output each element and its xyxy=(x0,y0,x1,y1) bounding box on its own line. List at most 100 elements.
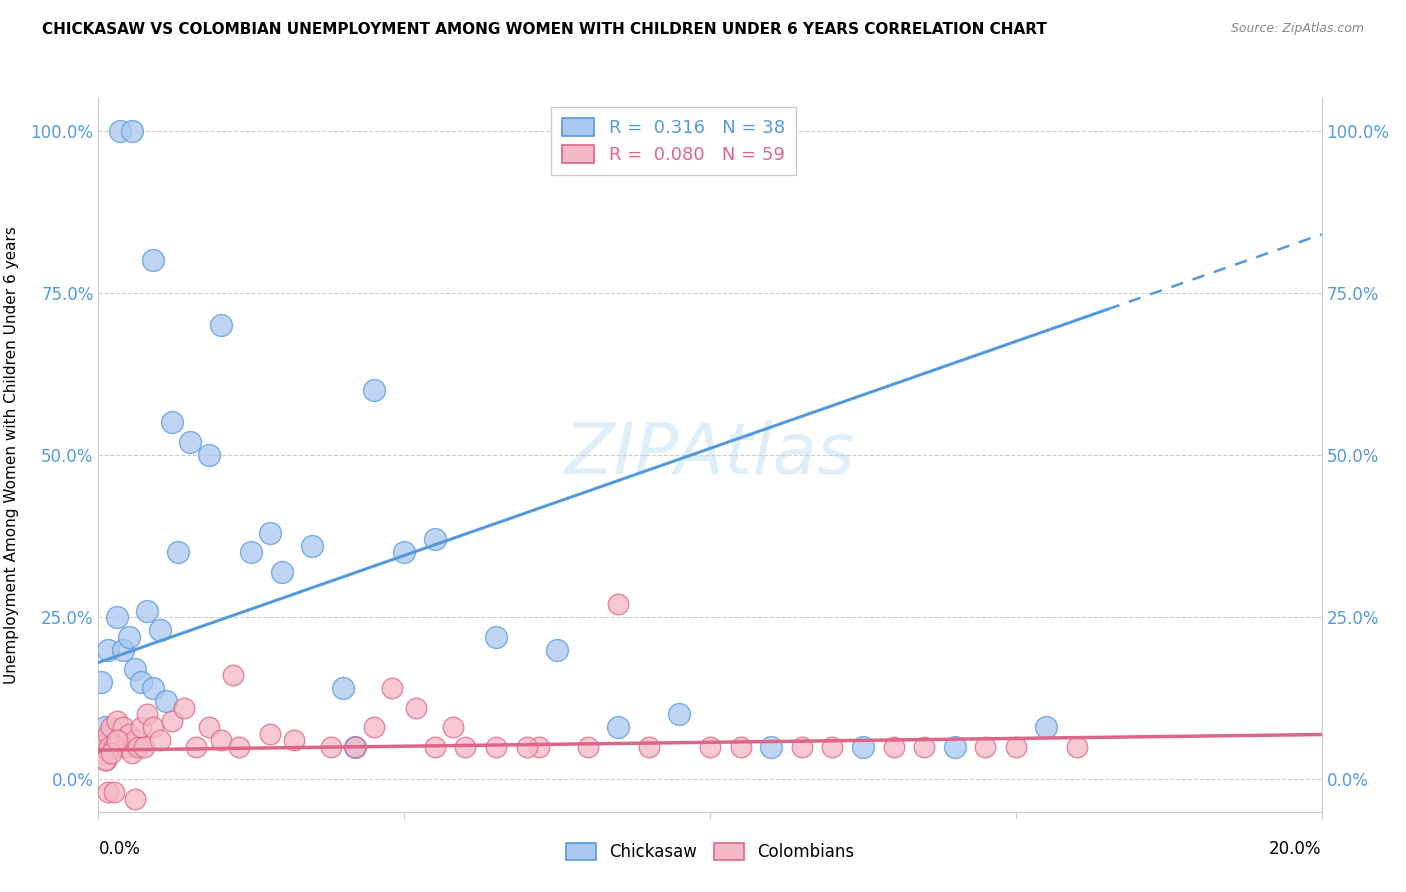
Point xyxy=(344,739,367,754)
Point xyxy=(638,739,661,754)
Point xyxy=(121,747,143,761)
Point xyxy=(441,720,464,734)
Point xyxy=(485,630,508,644)
Point xyxy=(283,733,305,747)
Point xyxy=(94,753,117,767)
Point xyxy=(124,662,146,676)
Point xyxy=(100,720,122,734)
Point xyxy=(423,533,446,547)
Point xyxy=(111,720,134,734)
Point xyxy=(100,747,122,761)
Point xyxy=(160,416,183,430)
Point xyxy=(381,681,404,696)
Point xyxy=(149,733,172,747)
Point xyxy=(93,720,115,734)
Point xyxy=(90,739,112,754)
Point xyxy=(259,727,281,741)
Point xyxy=(943,739,966,754)
Point xyxy=(105,610,128,624)
Point xyxy=(883,739,905,754)
Text: 0.0%: 0.0% xyxy=(98,840,141,858)
Point xyxy=(155,694,177,708)
Point xyxy=(108,733,131,747)
Point xyxy=(1066,739,1088,754)
Point xyxy=(821,739,844,754)
Point xyxy=(730,739,752,754)
Point xyxy=(186,739,208,754)
Point xyxy=(129,720,152,734)
Point xyxy=(485,739,508,754)
Point xyxy=(124,733,146,747)
Point xyxy=(454,739,477,754)
Point xyxy=(98,739,121,754)
Point xyxy=(134,739,156,754)
Point xyxy=(173,701,195,715)
Point xyxy=(142,253,165,268)
Point xyxy=(301,539,323,553)
Point xyxy=(852,739,875,754)
Point xyxy=(142,681,165,696)
Point xyxy=(270,565,294,579)
Legend: Chickasaw, Colombians: Chickasaw, Colombians xyxy=(560,836,860,868)
Point xyxy=(149,623,172,637)
Point xyxy=(167,545,190,559)
Point xyxy=(546,642,568,657)
Point xyxy=(240,545,263,559)
Point xyxy=(405,701,427,715)
Point xyxy=(332,681,354,696)
Point xyxy=(97,727,120,741)
Point xyxy=(527,739,550,754)
Point xyxy=(111,642,134,657)
Point xyxy=(197,720,219,734)
Point xyxy=(118,630,141,644)
Point xyxy=(197,448,219,462)
Point xyxy=(179,434,201,449)
Point xyxy=(103,739,125,754)
Point xyxy=(1035,720,1057,734)
Point xyxy=(668,707,690,722)
Point xyxy=(974,739,997,754)
Point xyxy=(121,123,143,137)
Point xyxy=(129,675,152,690)
Point xyxy=(136,604,159,618)
Point xyxy=(97,785,120,799)
Point xyxy=(97,642,120,657)
Point xyxy=(124,791,146,805)
Point xyxy=(1004,739,1026,754)
Text: CHICKASAW VS COLOMBIAN UNEMPLOYMENT AMONG WOMEN WITH CHILDREN UNDER 6 YEARS CORR: CHICKASAW VS COLOMBIAN UNEMPLOYMENT AMON… xyxy=(42,22,1047,37)
Point xyxy=(761,739,783,754)
Point xyxy=(127,739,149,754)
Point xyxy=(115,739,138,754)
Point xyxy=(607,720,630,734)
Point xyxy=(93,753,115,767)
Point xyxy=(90,675,112,690)
Point xyxy=(118,727,141,741)
Y-axis label: Unemployment Among Women with Children Under 6 years: Unemployment Among Women with Children U… xyxy=(4,226,20,684)
Text: Source: ZipAtlas.com: Source: ZipAtlas.com xyxy=(1230,22,1364,36)
Point xyxy=(699,739,721,754)
Point xyxy=(423,739,446,754)
Point xyxy=(363,383,385,397)
Point xyxy=(259,525,281,540)
Point xyxy=(912,739,935,754)
Point xyxy=(108,123,131,137)
Point xyxy=(319,739,342,754)
Point xyxy=(392,545,416,559)
Text: ZIPAtlas: ZIPAtlas xyxy=(565,420,855,490)
Point xyxy=(222,668,245,682)
Point xyxy=(160,714,183,728)
Point xyxy=(103,785,125,799)
Point xyxy=(516,739,538,754)
Point xyxy=(790,739,813,754)
Text: 20.0%: 20.0% xyxy=(1270,840,1322,858)
Point xyxy=(228,739,250,754)
Point xyxy=(91,747,114,761)
Point xyxy=(607,597,630,611)
Point xyxy=(93,733,115,747)
Point xyxy=(105,733,128,747)
Point xyxy=(209,318,232,333)
Point xyxy=(209,733,232,747)
Point xyxy=(363,720,385,734)
Point xyxy=(100,733,122,747)
Point xyxy=(105,714,128,728)
